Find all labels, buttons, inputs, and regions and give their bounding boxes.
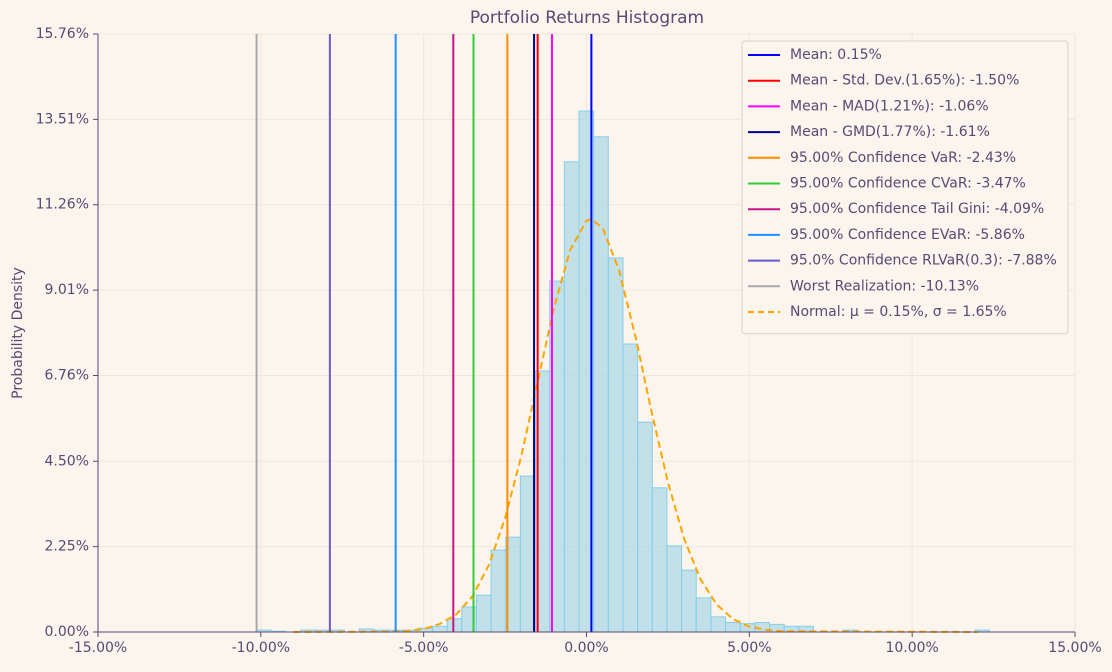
x-tick-label: 10.00% xyxy=(885,640,938,656)
bar xyxy=(607,257,624,633)
bar xyxy=(725,622,741,633)
bar xyxy=(563,161,580,633)
legend-label: 95.00% Confidence Tail Gini: -4.09% xyxy=(790,201,1044,217)
x-tick-label: -15.00% xyxy=(69,640,127,656)
chart-title: Portfolio Returns Histogram xyxy=(470,8,704,28)
bar xyxy=(622,343,639,633)
y-tick-label: 9.01% xyxy=(45,282,89,298)
bar xyxy=(695,597,712,633)
x-tick-label: 0.00% xyxy=(564,640,608,656)
legend-label: 95.0% Confidence RLVaR(0.3): -7.88% xyxy=(790,253,1057,269)
bar xyxy=(475,594,492,633)
bar xyxy=(666,545,683,633)
legend-label: Normal: μ = 0.15%, σ = 1.65% xyxy=(790,304,1007,320)
y-axis-label: Probability Density xyxy=(10,267,26,399)
y-tick-label: 4.50% xyxy=(45,453,89,469)
bar xyxy=(681,569,697,633)
legend: Mean: 0.15% Mean - Std. Dev.(1.65%): -1.5… xyxy=(741,40,1069,335)
legend-label: 95.00% Confidence CVaR: -3.47% xyxy=(790,176,1026,192)
legend-label: Mean - GMD(1.77%): -1.61% xyxy=(790,124,990,140)
legend-label: Worst Realization: -10.13% xyxy=(790,278,979,294)
bar xyxy=(446,618,463,633)
bar xyxy=(431,625,448,633)
legend-label: Mean - Std. Dev.(1.65%): -1.50% xyxy=(790,73,1019,89)
normal-curve xyxy=(293,218,978,633)
bar xyxy=(593,136,609,633)
bar xyxy=(490,549,507,633)
y-tick-label: 15.76% xyxy=(36,26,89,42)
x-tick-label: -5.00% xyxy=(399,640,449,656)
y-tick-label: 11.26% xyxy=(36,197,89,213)
bar xyxy=(519,475,536,633)
legend-box xyxy=(741,40,1069,335)
legend-label: 95.00% Confidence EVaR: -5.86% xyxy=(790,227,1025,243)
legend-label: 95.00% Confidence VaR: -2.43% xyxy=(790,150,1016,166)
legend-label: Mean - MAD(1.21%): -1.06% xyxy=(790,98,989,114)
bar xyxy=(637,421,653,633)
legend-label: Mean: 0.15% xyxy=(790,47,882,63)
x-tick-label: -10.00% xyxy=(232,640,290,656)
y-tick-label: 13.51% xyxy=(36,111,89,127)
y-tick-label: 6.76% xyxy=(45,367,89,383)
x-tick-label: 15.00% xyxy=(1048,640,1101,656)
bar xyxy=(710,616,727,633)
y-tick-label: 0.00% xyxy=(45,624,89,640)
x-tick-label: 5.00% xyxy=(727,640,771,656)
bar xyxy=(651,487,668,633)
y-tick-label: 2.25% xyxy=(45,539,89,555)
